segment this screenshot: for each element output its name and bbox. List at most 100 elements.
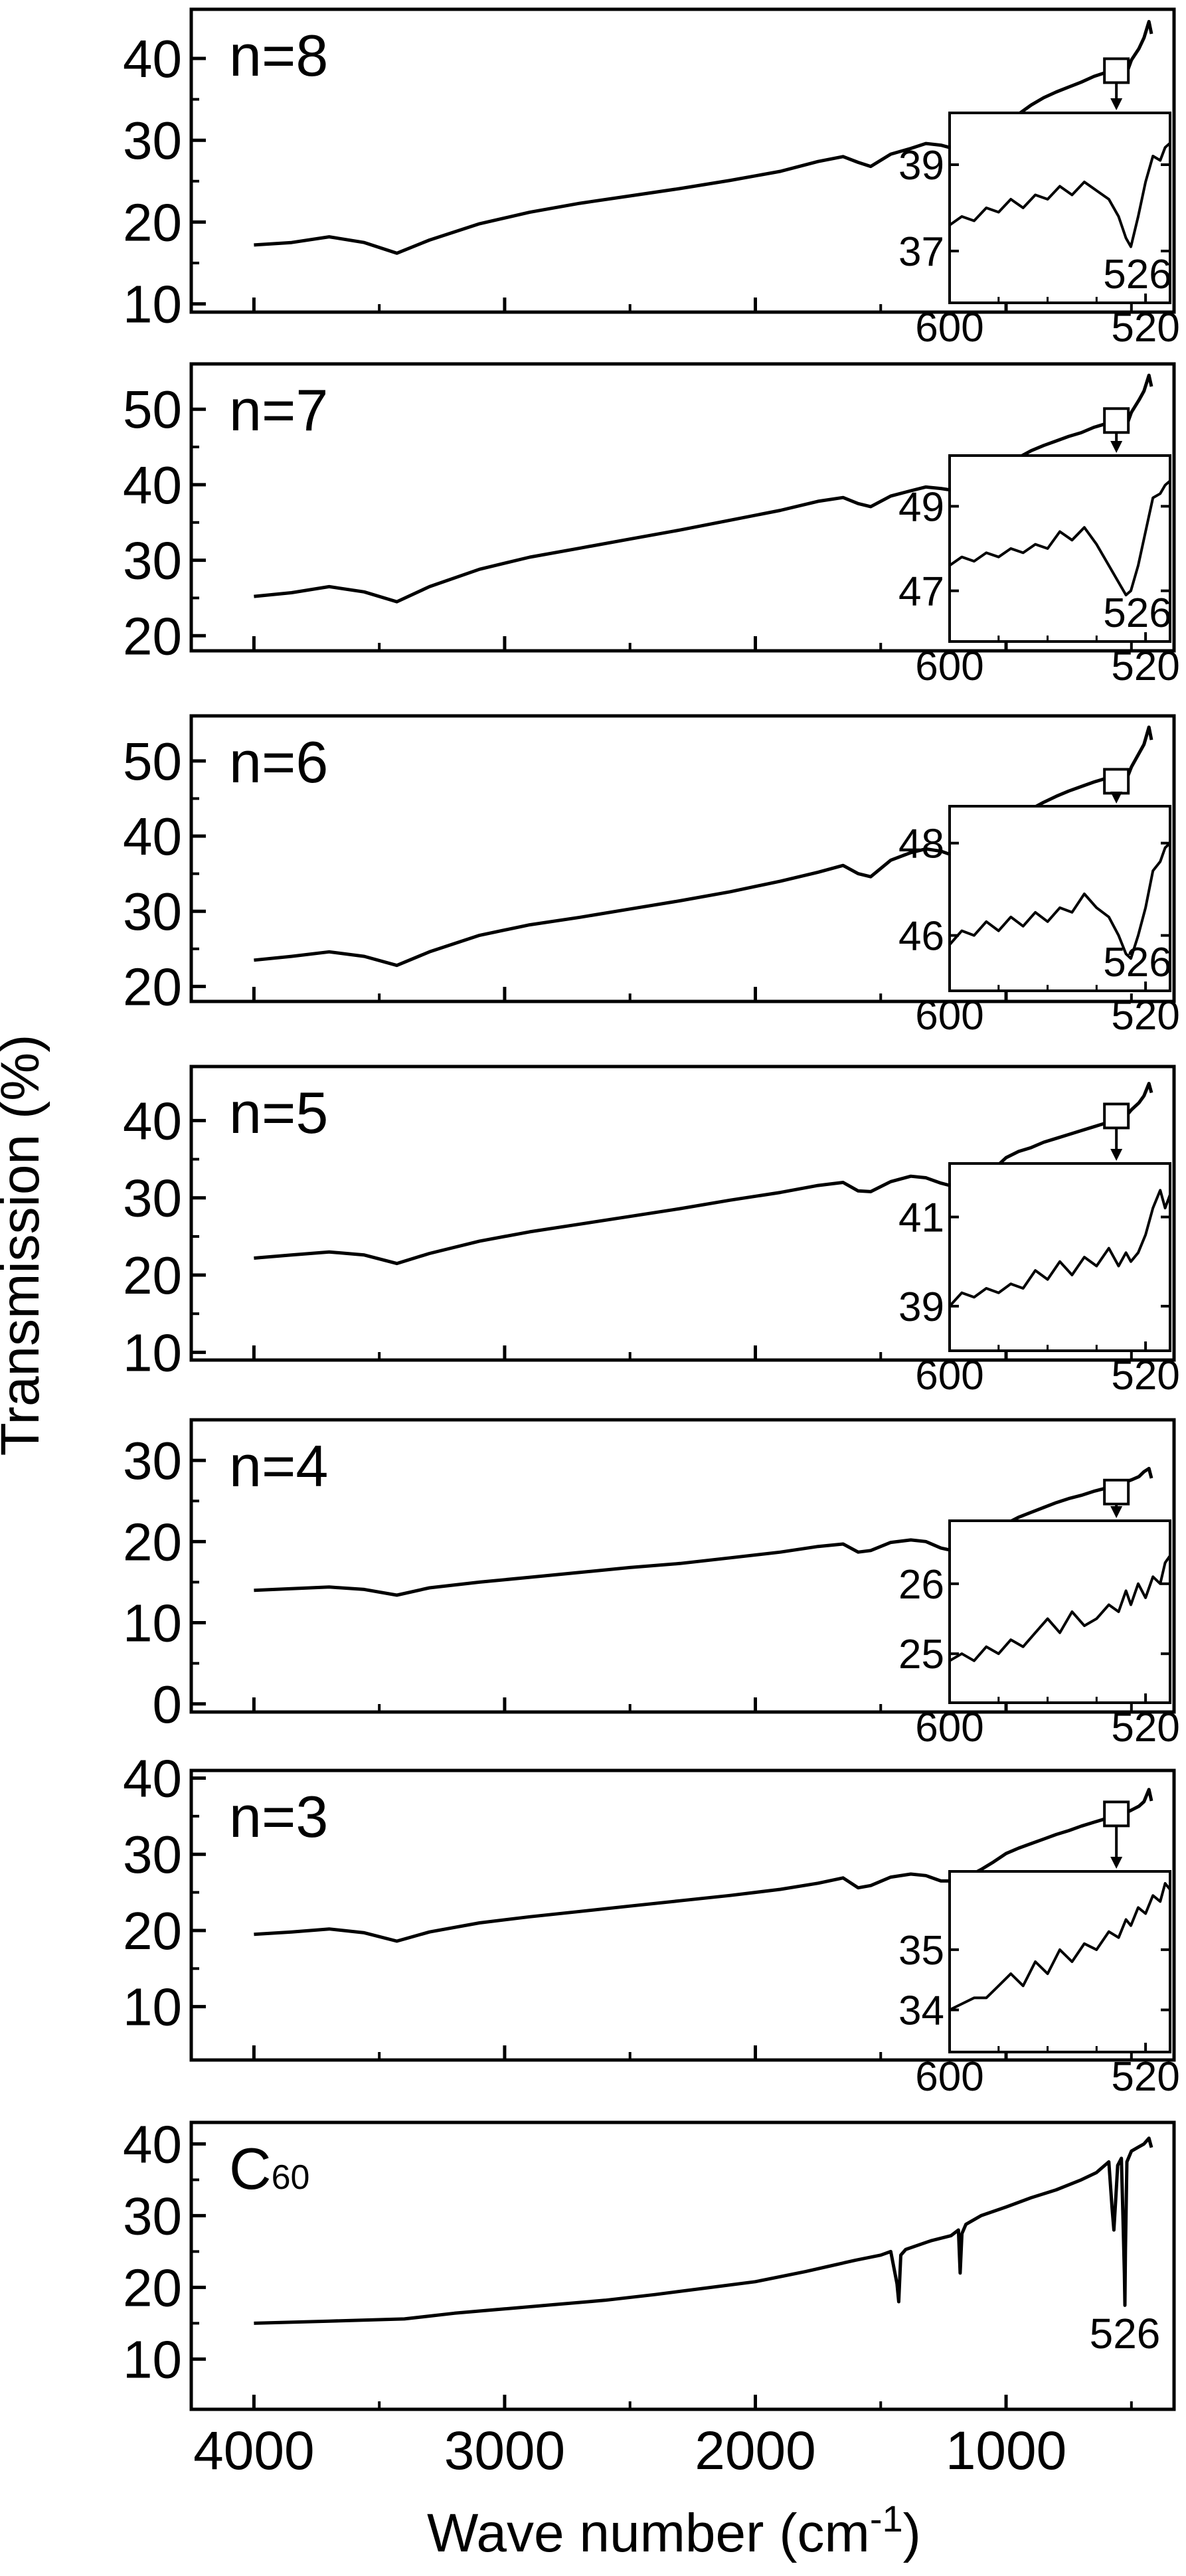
y-tick-label: 20 bbox=[123, 1246, 182, 1305]
panel-frame bbox=[189, 7, 1176, 314]
x-axis-label-main: Wave number (cm bbox=[427, 2503, 870, 2563]
panel-frame bbox=[189, 1065, 1176, 1362]
panel-frame bbox=[189, 1418, 1176, 1714]
y-tick-label: 50 bbox=[123, 380, 182, 439]
panel-6: 10 20 30 40 n=3 34 35 600 520 bbox=[123, 1749, 1180, 2100]
inset-line bbox=[949, 1882, 1171, 2012]
inset-frame bbox=[948, 805, 1171, 992]
inset-line bbox=[948, 479, 1171, 596]
y-tick-label: 20 bbox=[123, 606, 182, 665]
x-tick-label: 2000 bbox=[695, 2421, 815, 2481]
panel-label: n=8 bbox=[229, 23, 328, 88]
x-tick-labels: 4000 3000 2000 1000 bbox=[193, 2421, 1066, 2481]
panel-4: 10 20 30 40 n=5 39 41 600 520 bbox=[123, 1065, 1180, 1399]
y-tick-label: 30 bbox=[123, 531, 182, 590]
inset-line bbox=[948, 141, 1171, 248]
panel-2: 20 30 40 50 n=7 47 49 600 520 526 bbox=[123, 362, 1180, 689]
y-tick-label: 20 bbox=[123, 1512, 182, 1571]
panel-3: 20 30 40 50 n=6 46 48 600 520 526 bbox=[123, 714, 1180, 1039]
inset: 39 41 600 520 bbox=[898, 1102, 1180, 1399]
y-tick-label: 30 bbox=[123, 1825, 182, 1884]
y-tick-label: 10 bbox=[123, 275, 182, 334]
inset-y-tick-label: 39 bbox=[898, 1284, 944, 1330]
y-tick-label: 10 bbox=[123, 1323, 182, 1382]
zoom-arrowhead bbox=[1110, 792, 1123, 804]
inset-line bbox=[948, 1189, 1171, 1308]
y-tick-label: 0 bbox=[153, 1675, 183, 1734]
inset-x-tick-label: 600 bbox=[915, 1705, 983, 1751]
inset: 25 26 600 520 bbox=[898, 1478, 1180, 1751]
y-tick-label: 10 bbox=[123, 2330, 182, 2389]
y-tick-label: 40 bbox=[123, 1749, 182, 1808]
zoom-marker bbox=[1103, 768, 1130, 795]
x-axis-label-superscript: -1 bbox=[870, 2498, 903, 2539]
zoom-arrowhead bbox=[1110, 1506, 1123, 1518]
panel-frame bbox=[189, 362, 1176, 653]
y-tick-label: 30 bbox=[123, 111, 182, 170]
zoom-marker bbox=[1103, 57, 1130, 84]
panel-label-subscript: 60 bbox=[272, 2158, 310, 2197]
inset-x-tick-label: 520 bbox=[1111, 1705, 1179, 1751]
panel-frame bbox=[189, 1768, 1176, 2062]
x-tick-label: 4000 bbox=[193, 2421, 314, 2481]
zoom-arrowhead bbox=[1110, 98, 1123, 110]
y-tick-label: 30 bbox=[123, 2186, 182, 2245]
y-tick-label: 40 bbox=[123, 2114, 182, 2174]
panel-label: n=5 bbox=[229, 1080, 328, 1146]
inset-x-tick-label: 520 bbox=[1111, 1353, 1179, 1399]
inset-x-tick-label: 600 bbox=[915, 644, 983, 689]
inset-x-tick-label: 520 bbox=[1111, 2054, 1179, 2100]
zoom-marker bbox=[1103, 1800, 1130, 1828]
inset-y-tick-label: 35 bbox=[898, 1928, 944, 1974]
inset-y-tick-label: 48 bbox=[898, 821, 944, 867]
y-tick-label: 40 bbox=[123, 1091, 182, 1150]
y-tick-label: 20 bbox=[123, 2258, 182, 2317]
x-tick-label: 1000 bbox=[946, 2421, 1066, 2481]
inset-x-tick-label: 600 bbox=[915, 1353, 983, 1399]
y-tick-label: 40 bbox=[123, 29, 182, 88]
peak-annotation: 526 bbox=[1090, 2310, 1161, 2358]
y-tick-label: 40 bbox=[123, 456, 182, 515]
inset-line bbox=[949, 1555, 1171, 1662]
inset-annotation: 526 bbox=[1103, 940, 1171, 986]
inset: 46 48 600 520 526 bbox=[898, 768, 1180, 1039]
y-tick-label: 30 bbox=[123, 1169, 182, 1228]
inset-x-tick-label: 600 bbox=[915, 993, 983, 1039]
panel-frame bbox=[189, 714, 1176, 1003]
inset-frame bbox=[948, 1870, 1171, 2053]
y-tick-label: 40 bbox=[123, 807, 182, 866]
panel-label: n=4 bbox=[229, 1433, 328, 1499]
zoom-arrowhead bbox=[1110, 1149, 1123, 1161]
y-tick-label: 10 bbox=[123, 1978, 182, 2037]
inset-y-tick-label: 41 bbox=[898, 1195, 944, 1241]
inset-x-tick-label: 600 bbox=[915, 2054, 983, 2100]
x-axis-label: Wave number (cm-1) bbox=[427, 2498, 921, 2563]
zoom-marker bbox=[1103, 1102, 1130, 1130]
inset-x-tick-label: 520 bbox=[1111, 993, 1179, 1039]
inset-frame bbox=[948, 1162, 1171, 1352]
inset: 34 35 600 520 bbox=[898, 1800, 1180, 2100]
inset-y-tick-label: 26 bbox=[898, 1562, 944, 1608]
y-tick-label: 30 bbox=[123, 882, 182, 941]
inset: 37 39 600 520 526 bbox=[898, 57, 1180, 351]
zoom-arrowhead bbox=[1110, 1857, 1123, 1869]
inset-y-tick-label: 34 bbox=[898, 1988, 944, 2034]
spectrum-line bbox=[254, 2136, 1153, 2325]
inset-line bbox=[948, 842, 1171, 960]
y-axis-label: Transmission (%) bbox=[0, 1035, 50, 1456]
inset-x-tick-label: 520 bbox=[1111, 644, 1179, 689]
x-axis-label-close: ) bbox=[903, 2503, 921, 2563]
inset-y-tick-label: 46 bbox=[898, 914, 944, 960]
panel-label: n=7 bbox=[229, 377, 328, 443]
inset-y-tick-label: 39 bbox=[898, 143, 944, 189]
y-tick-label: 50 bbox=[123, 732, 182, 791]
panel-1: 10 20 30 40 n=8 37 39 600 520 526 bbox=[123, 7, 1180, 351]
panel-frame bbox=[189, 2120, 1176, 2411]
zoom-arrowhead bbox=[1110, 441, 1123, 453]
inset-x-tick-label: 600 bbox=[915, 305, 983, 351]
panel-5: 0 10 20 30 n=4 25 26 600 520 bbox=[123, 1418, 1180, 1751]
panel-label: C60 bbox=[229, 2136, 309, 2201]
inset-annotation: 526 bbox=[1103, 590, 1171, 636]
inset-annotation: 526 bbox=[1103, 252, 1171, 298]
